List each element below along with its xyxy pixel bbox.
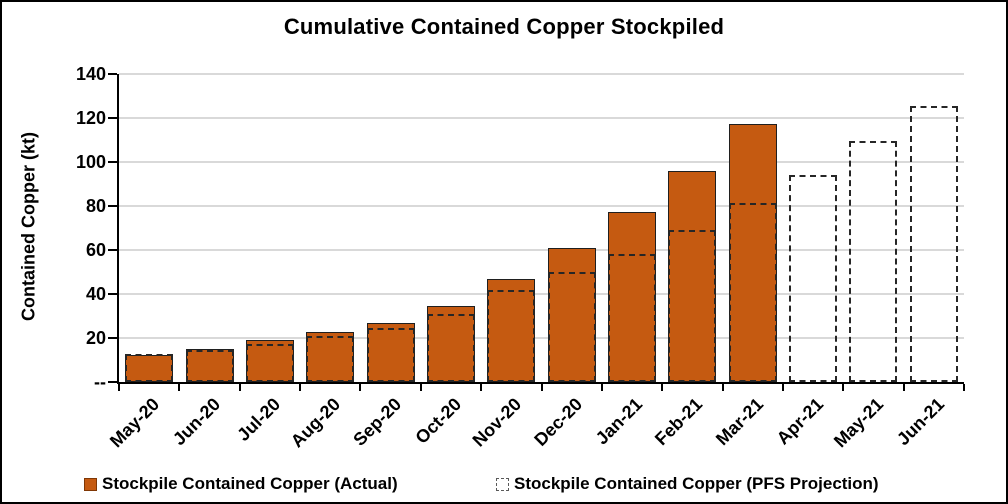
x-axis-label: Aug-20 [287,394,345,452]
y-tick-label: 20 [85,328,106,348]
legend: Stockpile Contained Copper (Actual) Stoc… [2,470,1006,498]
x-axis-label: Nov-20 [468,394,526,451]
x-axis-tick [842,384,845,391]
bar-projection [185,350,234,382]
legend-label-projection: Stockpile Contained Copper (PFS Projecti… [514,474,879,493]
x-axis-label: Oct-20 [411,394,466,448]
y-tick-label: 80 [85,196,106,216]
x-axis-tick [963,384,965,391]
gridline [119,117,964,119]
x-axis-label: Jan-21 [591,394,647,449]
bar-projection [668,230,717,382]
plot-area [108,73,965,391]
gridline [119,249,964,251]
x-axis-label: Sep-20 [348,394,405,450]
legend-marker-actual-icon [84,477,97,491]
bar-projection [728,202,777,382]
x-axis-tick [781,384,784,391]
bar-projection [849,141,898,382]
y-tick-label: 140 [75,64,106,84]
x-axis-tick [238,384,241,391]
chart-title: Cumulative Contained Copper Stockpiled [283,14,725,39]
x-axis-label: Mar-21 [711,394,767,450]
x-axis-tick [419,384,422,391]
legend-marker-projection-icon [496,477,509,491]
legend-item-projection: Stockpile Contained Copper (PFS Projecti… [496,470,879,498]
legend-label-actual: Stockpile Contained Copper (Actual) [102,474,398,493]
x-axis-label: Jul-20 [233,394,285,445]
y-axis-tick [108,337,117,339]
gridline [119,337,964,339]
x-axis-label: Dec-20 [529,394,586,450]
bar-projection [909,105,958,382]
x-axis-label: Jun-21 [892,394,948,450]
x-axis-label: May-20 [106,394,164,452]
bar-projection [487,289,536,382]
bar-projection [789,175,838,382]
y-axis-tick [108,249,117,251]
gridline [119,205,964,207]
y-tick-label: 120 [75,108,106,128]
x-axis-tick [661,384,664,391]
y-tick-label: 100 [75,152,106,172]
bar-actual [426,306,475,382]
bar-projection [366,328,415,382]
bar-projection [306,335,355,382]
x-axis-label: May-21 [830,394,888,452]
y-tick-label: 60 [85,240,106,260]
gridline [119,293,964,295]
x-axis-tick [359,384,362,391]
x-axis-label: Feb-21 [651,394,707,450]
x-axis-tick [600,384,603,391]
bar-projection [426,313,475,382]
bar-projection [608,254,657,382]
y-axis-tick [108,161,117,163]
y-axis-tick [108,73,117,75]
bar-projection [245,343,294,382]
x-axis-label: Jun-20 [168,394,224,450]
x-axis-tick [299,384,302,391]
y-axis-title: Contained Copper (kt) [18,132,39,321]
x-axis-label: Apr-21 [772,394,828,449]
x-axis-tick [902,384,905,391]
y-axis-tick [108,381,117,383]
y-axis-tick [108,117,117,119]
x-axis-tick [540,384,543,391]
bar-projection [547,272,596,382]
x-axis-tick [480,384,483,391]
x-axis-tick [118,384,120,391]
y-axis-tick [108,205,117,207]
y-tick-label: 40 [85,284,106,304]
x-axis-tick [178,384,181,391]
bar-actual [547,247,596,382]
legend-item-actual: Stockpile Contained Copper (Actual) [84,470,398,498]
y-tick-label: -- [94,372,106,392]
gridline [119,161,964,163]
y-axis-tick [108,293,117,295]
gridline [119,73,964,75]
bar-projection [125,353,174,382]
x-axis-tick [721,384,724,391]
